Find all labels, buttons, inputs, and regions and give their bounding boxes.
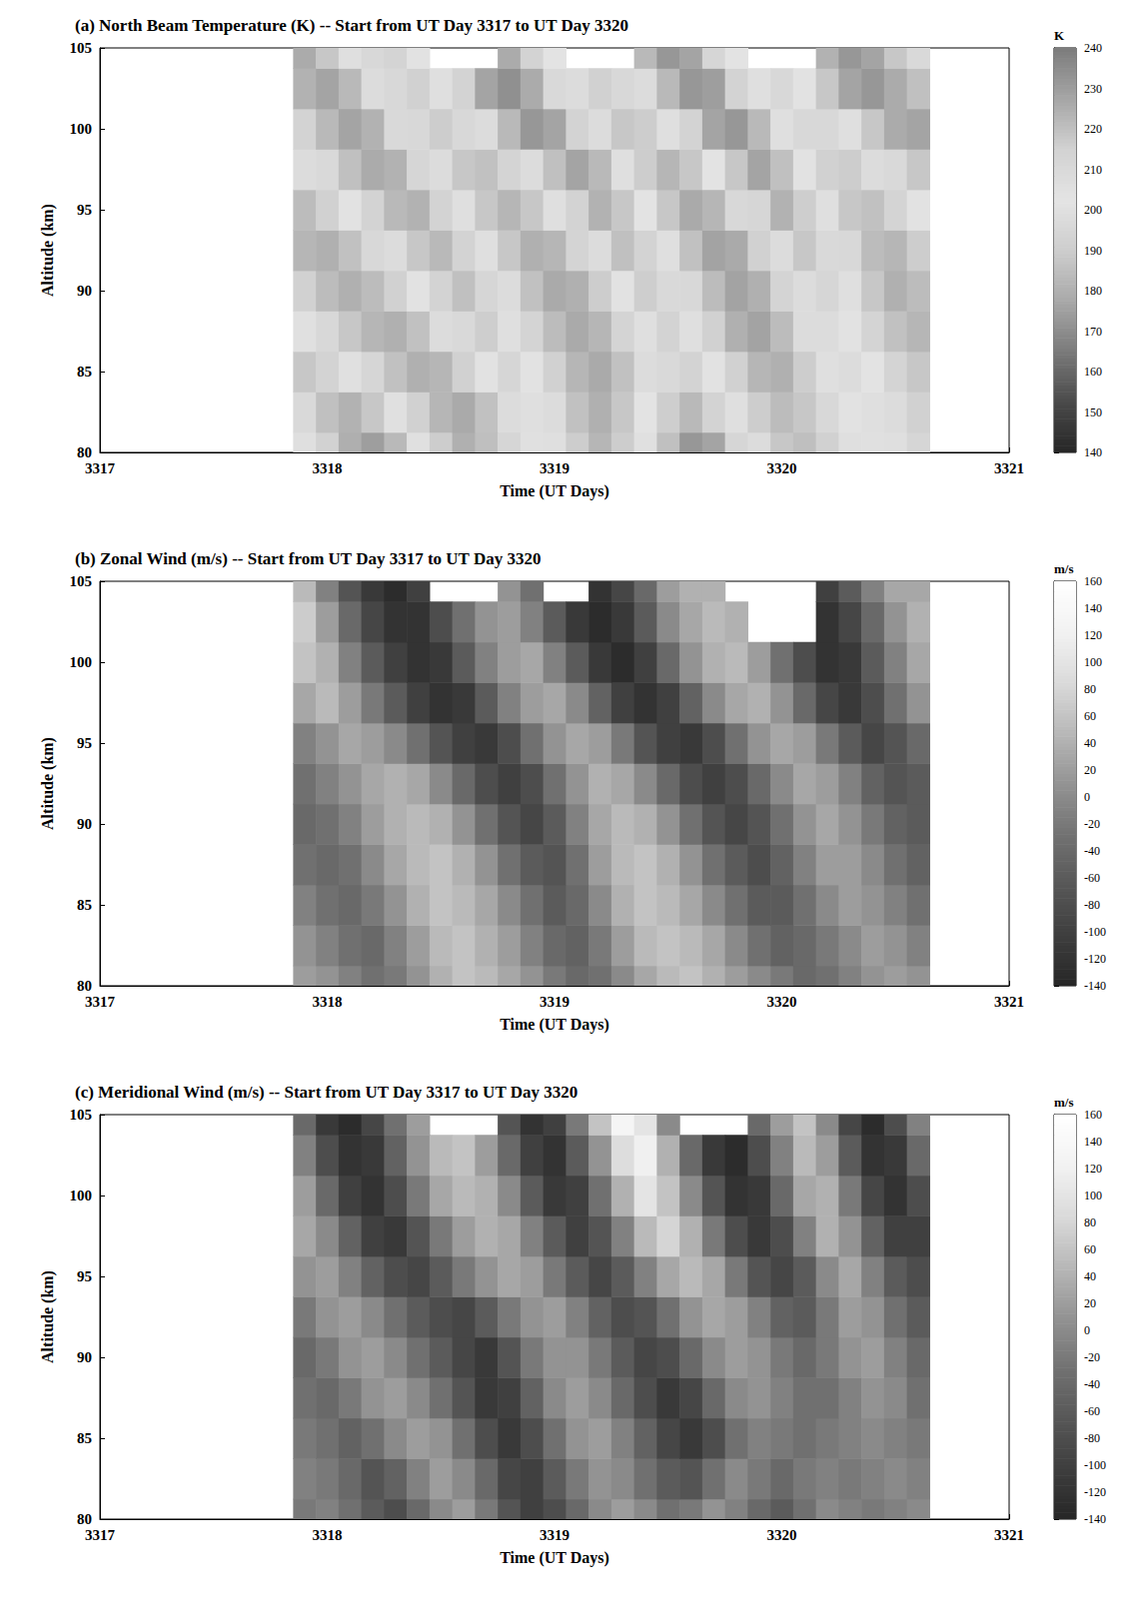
svg-text:-80: -80 bbox=[1084, 898, 1101, 913]
svg-text:-20: -20 bbox=[1084, 817, 1101, 832]
svg-text:160: 160 bbox=[1084, 364, 1103, 379]
svg-text:40: 40 bbox=[1084, 736, 1097, 751]
svg-text:Altitude (km): Altitude (km) bbox=[38, 203, 57, 297]
svg-text:3321: 3321 bbox=[994, 460, 1025, 477]
svg-text:-60: -60 bbox=[1084, 871, 1101, 886]
svg-text:105: 105 bbox=[69, 573, 93, 590]
svg-text:60: 60 bbox=[1084, 1242, 1097, 1257]
svg-text:100: 100 bbox=[69, 1187, 93, 1204]
svg-text:150: 150 bbox=[1084, 405, 1103, 420]
svg-text:40: 40 bbox=[1084, 1269, 1097, 1284]
svg-text:120: 120 bbox=[1084, 628, 1103, 643]
svg-text:20: 20 bbox=[1084, 763, 1097, 778]
svg-text:210: 210 bbox=[1084, 162, 1103, 177]
svg-text:Time (UT Days): Time (UT Days) bbox=[499, 482, 610, 501]
svg-text:3318: 3318 bbox=[312, 460, 343, 477]
svg-text:3319: 3319 bbox=[539, 460, 570, 477]
svg-text:-40: -40 bbox=[1084, 844, 1101, 859]
svg-text:95: 95 bbox=[76, 201, 92, 218]
svg-text:80: 80 bbox=[1084, 682, 1097, 697]
svg-text:80: 80 bbox=[76, 978, 92, 995]
svg-text:3320: 3320 bbox=[767, 994, 798, 1011]
svg-text:3319: 3319 bbox=[539, 1527, 570, 1544]
svg-text:105: 105 bbox=[69, 39, 93, 56]
svg-text:160: 160 bbox=[1084, 1108, 1103, 1123]
svg-text:3319: 3319 bbox=[539, 994, 570, 1011]
svg-text:3321: 3321 bbox=[994, 994, 1025, 1011]
svg-text:3321: 3321 bbox=[994, 1527, 1025, 1544]
svg-text:200: 200 bbox=[1084, 202, 1103, 217]
svg-text:0: 0 bbox=[1084, 1323, 1091, 1338]
svg-text:220: 220 bbox=[1084, 121, 1103, 136]
svg-text:80: 80 bbox=[1084, 1215, 1097, 1230]
svg-text:-140: -140 bbox=[1084, 1512, 1107, 1527]
svg-text:(c) Meridional Wind (m/s) -- S: (c) Meridional Wind (m/s) -- Start from … bbox=[74, 1083, 578, 1103]
svg-text:95: 95 bbox=[76, 1268, 92, 1285]
svg-text:160: 160 bbox=[1084, 574, 1103, 589]
svg-text:20: 20 bbox=[1084, 1296, 1097, 1311]
svg-text:90: 90 bbox=[76, 816, 92, 833]
svg-text:3320: 3320 bbox=[767, 460, 798, 477]
svg-text:Time (UT Days): Time (UT Days) bbox=[499, 1016, 610, 1035]
svg-text:3317: 3317 bbox=[84, 460, 116, 477]
svg-text:140: 140 bbox=[1084, 601, 1103, 616]
svg-text:100: 100 bbox=[69, 120, 93, 137]
svg-text:-120: -120 bbox=[1084, 1485, 1107, 1500]
svg-text:K: K bbox=[1054, 27, 1066, 43]
svg-text:3318: 3318 bbox=[312, 1527, 343, 1544]
svg-text:140: 140 bbox=[1084, 445, 1103, 460]
svg-text:85: 85 bbox=[76, 897, 92, 914]
svg-text:(a) North Beam Temperature (K): (a) North Beam Temperature (K) -- Start … bbox=[74, 15, 629, 35]
svg-text:120: 120 bbox=[1084, 1161, 1103, 1176]
svg-text:90: 90 bbox=[76, 282, 92, 299]
svg-text:3318: 3318 bbox=[312, 994, 343, 1011]
svg-text:60: 60 bbox=[1084, 709, 1097, 724]
svg-text:140: 140 bbox=[1084, 1135, 1103, 1149]
svg-text:-60: -60 bbox=[1084, 1404, 1101, 1419]
svg-text:m/s: m/s bbox=[1054, 561, 1075, 577]
svg-text:170: 170 bbox=[1084, 324, 1103, 339]
svg-text:190: 190 bbox=[1084, 243, 1103, 258]
svg-text:3320: 3320 bbox=[767, 1527, 798, 1544]
svg-text:-100: -100 bbox=[1084, 1458, 1107, 1473]
svg-text:95: 95 bbox=[76, 735, 92, 752]
svg-text:-140: -140 bbox=[1084, 979, 1107, 994]
svg-text:-100: -100 bbox=[1084, 925, 1107, 940]
svg-text:0: 0 bbox=[1084, 790, 1091, 805]
svg-text:85: 85 bbox=[76, 1430, 92, 1447]
svg-text:100: 100 bbox=[69, 654, 93, 671]
svg-text:85: 85 bbox=[76, 363, 92, 380]
svg-text:240: 240 bbox=[1084, 40, 1103, 55]
svg-text:80: 80 bbox=[76, 1511, 92, 1528]
svg-text:180: 180 bbox=[1084, 283, 1103, 298]
svg-text:100: 100 bbox=[1084, 1188, 1103, 1203]
svg-text:-40: -40 bbox=[1084, 1377, 1101, 1392]
svg-text:-20: -20 bbox=[1084, 1350, 1101, 1365]
svg-text:80: 80 bbox=[76, 444, 92, 461]
svg-text:100: 100 bbox=[1084, 655, 1103, 670]
svg-text:105: 105 bbox=[69, 1107, 93, 1124]
svg-text:3317: 3317 bbox=[84, 1527, 116, 1544]
svg-text:Altitude (km): Altitude (km) bbox=[38, 737, 57, 831]
svg-text:3317: 3317 bbox=[84, 994, 116, 1011]
svg-text:-80: -80 bbox=[1084, 1431, 1101, 1446]
svg-text:90: 90 bbox=[76, 1349, 92, 1366]
svg-text:230: 230 bbox=[1084, 81, 1103, 96]
svg-text:Altitude (km): Altitude (km) bbox=[38, 1270, 57, 1364]
svg-text:m/s: m/s bbox=[1054, 1095, 1075, 1111]
svg-text:-120: -120 bbox=[1084, 952, 1107, 967]
svg-text:Time (UT Days): Time (UT Days) bbox=[499, 1549, 610, 1568]
svg-text:(b) Zonal Wind (m/s) -- Start: (b) Zonal Wind (m/s) -- Start from UT Da… bbox=[74, 549, 541, 569]
